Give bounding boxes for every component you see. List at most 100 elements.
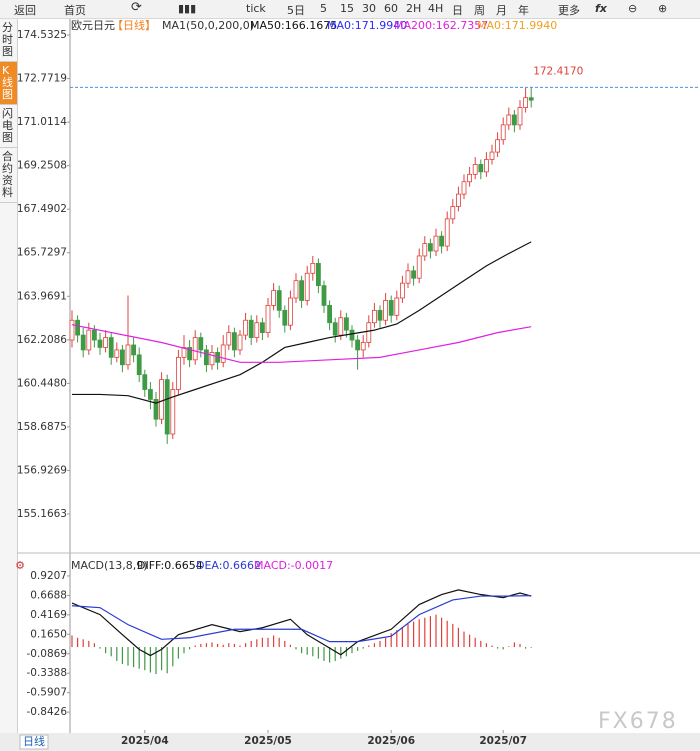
macd-bar xyxy=(469,634,471,648)
side-tab[interactable]: 分时图 xyxy=(0,19,17,62)
chart-icon[interactable]: ▮▮▮ xyxy=(178,2,197,15)
bottom-bar xyxy=(0,733,700,751)
legend-item: MA0:171.9940 xyxy=(477,19,557,32)
candle-body xyxy=(332,322,338,336)
x-tick-label: 2025/05 xyxy=(244,735,292,747)
x-tick-label: 2025/04 xyxy=(121,735,169,747)
macd-bar xyxy=(446,620,448,648)
period-button[interactable]: 5日 xyxy=(287,4,305,17)
legend-item: MA50:166.1675 xyxy=(250,19,337,32)
macd-bar xyxy=(463,631,465,648)
macd-bar xyxy=(177,647,179,659)
macd-bar xyxy=(497,647,499,649)
candle-body xyxy=(114,349,120,358)
candle-body xyxy=(304,272,310,301)
macd-bar xyxy=(217,643,219,648)
refresh-icon[interactable]: ⟳ xyxy=(131,0,142,15)
macd-bar xyxy=(200,643,202,648)
period-button[interactable]: 5 xyxy=(320,2,327,15)
macd-bar xyxy=(222,644,224,648)
indicator-line xyxy=(71,589,532,657)
period-button[interactable]: 年 xyxy=(518,4,529,17)
y-tick-label: 167.4902 xyxy=(17,203,67,215)
y-tick-label: 0.4169 xyxy=(30,609,67,621)
candle-body xyxy=(159,379,165,420)
macd-bar xyxy=(301,647,303,654)
macd-bar xyxy=(194,645,196,648)
home-button[interactable]: 首页 xyxy=(64,4,86,17)
macd-bar xyxy=(390,633,392,648)
candle-body xyxy=(399,282,405,299)
candle-body xyxy=(517,107,523,126)
period-button[interactable]: 日 xyxy=(452,4,463,17)
candle-body xyxy=(450,206,456,220)
period-tab-label[interactable]: 日线 xyxy=(23,734,45,748)
y-tick-label: 0.1650 xyxy=(30,628,67,640)
macd-bar xyxy=(334,647,336,661)
macd-bar xyxy=(82,639,84,648)
candle-body xyxy=(243,319,249,336)
macd-bar xyxy=(452,623,454,648)
candle-body xyxy=(265,305,271,334)
candle-body xyxy=(142,374,148,390)
tick-button[interactable]: tick xyxy=(246,2,266,15)
y-tick-label: 169.2508 xyxy=(17,160,67,172)
sidebar: 分时图 K线图 闪电图 合约资料 xyxy=(0,19,18,733)
macd-bar xyxy=(351,647,353,654)
more-button[interactable]: 更多 xyxy=(558,4,580,17)
candle-body xyxy=(103,337,108,348)
macd-bar xyxy=(172,647,174,667)
macd-bar xyxy=(105,647,107,654)
back-button[interactable]: 返回 xyxy=(14,4,36,17)
x-tick-label: 2025/06 xyxy=(367,735,415,747)
candle-body xyxy=(483,159,489,173)
zoom-in[interactable]: ⊕ xyxy=(658,2,668,15)
macd-bar xyxy=(474,637,476,648)
side-tab[interactable]: K线图 xyxy=(0,62,17,105)
candle-body xyxy=(181,347,187,358)
macd-bar xyxy=(233,643,235,648)
macd-bar xyxy=(407,623,409,648)
period-button[interactable]: 2H xyxy=(406,2,422,15)
macd-bar xyxy=(228,643,230,648)
candle-body xyxy=(164,379,170,435)
current-price-label: 172.4170 xyxy=(533,65,583,77)
macd-bar xyxy=(250,640,252,648)
macd-bar xyxy=(491,645,493,648)
indicator-label: MA1(50,0,200,0) xyxy=(162,19,254,32)
period-tab[interactable] xyxy=(19,734,49,750)
formula-button[interactable]: fx xyxy=(595,2,607,15)
macd-bar xyxy=(424,617,426,648)
period-button[interactable]: 30 xyxy=(362,2,376,15)
y-tick-label: 0.9207 xyxy=(30,570,67,582)
side-tab[interactable]: 闪电图 xyxy=(0,105,17,148)
candle-body xyxy=(136,354,142,376)
candle-body xyxy=(92,329,97,341)
macd-bar xyxy=(205,643,207,648)
indicator-line xyxy=(71,324,532,363)
macd-bar xyxy=(323,647,325,661)
period-button[interactable]: 4H xyxy=(428,2,444,15)
indicator-line xyxy=(71,595,532,643)
candle-body xyxy=(467,173,473,183)
period-button[interactable]: 15 xyxy=(340,2,354,15)
period-button[interactable]: 周 xyxy=(474,4,485,17)
macd-bar xyxy=(368,645,370,648)
period-button[interactable]: 60 xyxy=(384,2,398,15)
macd-bar xyxy=(267,637,269,648)
side-tab[interactable]: 合约资料 xyxy=(0,148,17,203)
candle-body xyxy=(86,329,92,351)
period-button[interactable]: 月 xyxy=(496,4,507,17)
candle-body xyxy=(271,290,277,306)
candle-body xyxy=(237,334,243,351)
y-tick-label: 172.7719 xyxy=(17,73,67,85)
y-tick-label: 160.4480 xyxy=(17,377,67,389)
legend-item: MACD:-0.0017 xyxy=(254,559,333,572)
candle-body xyxy=(439,235,445,247)
macd-bar xyxy=(256,639,258,648)
zoom-out[interactable]: ⊖ xyxy=(628,2,638,15)
candle-body xyxy=(287,297,293,326)
settings-icon[interactable]: ⚙ xyxy=(15,559,25,572)
